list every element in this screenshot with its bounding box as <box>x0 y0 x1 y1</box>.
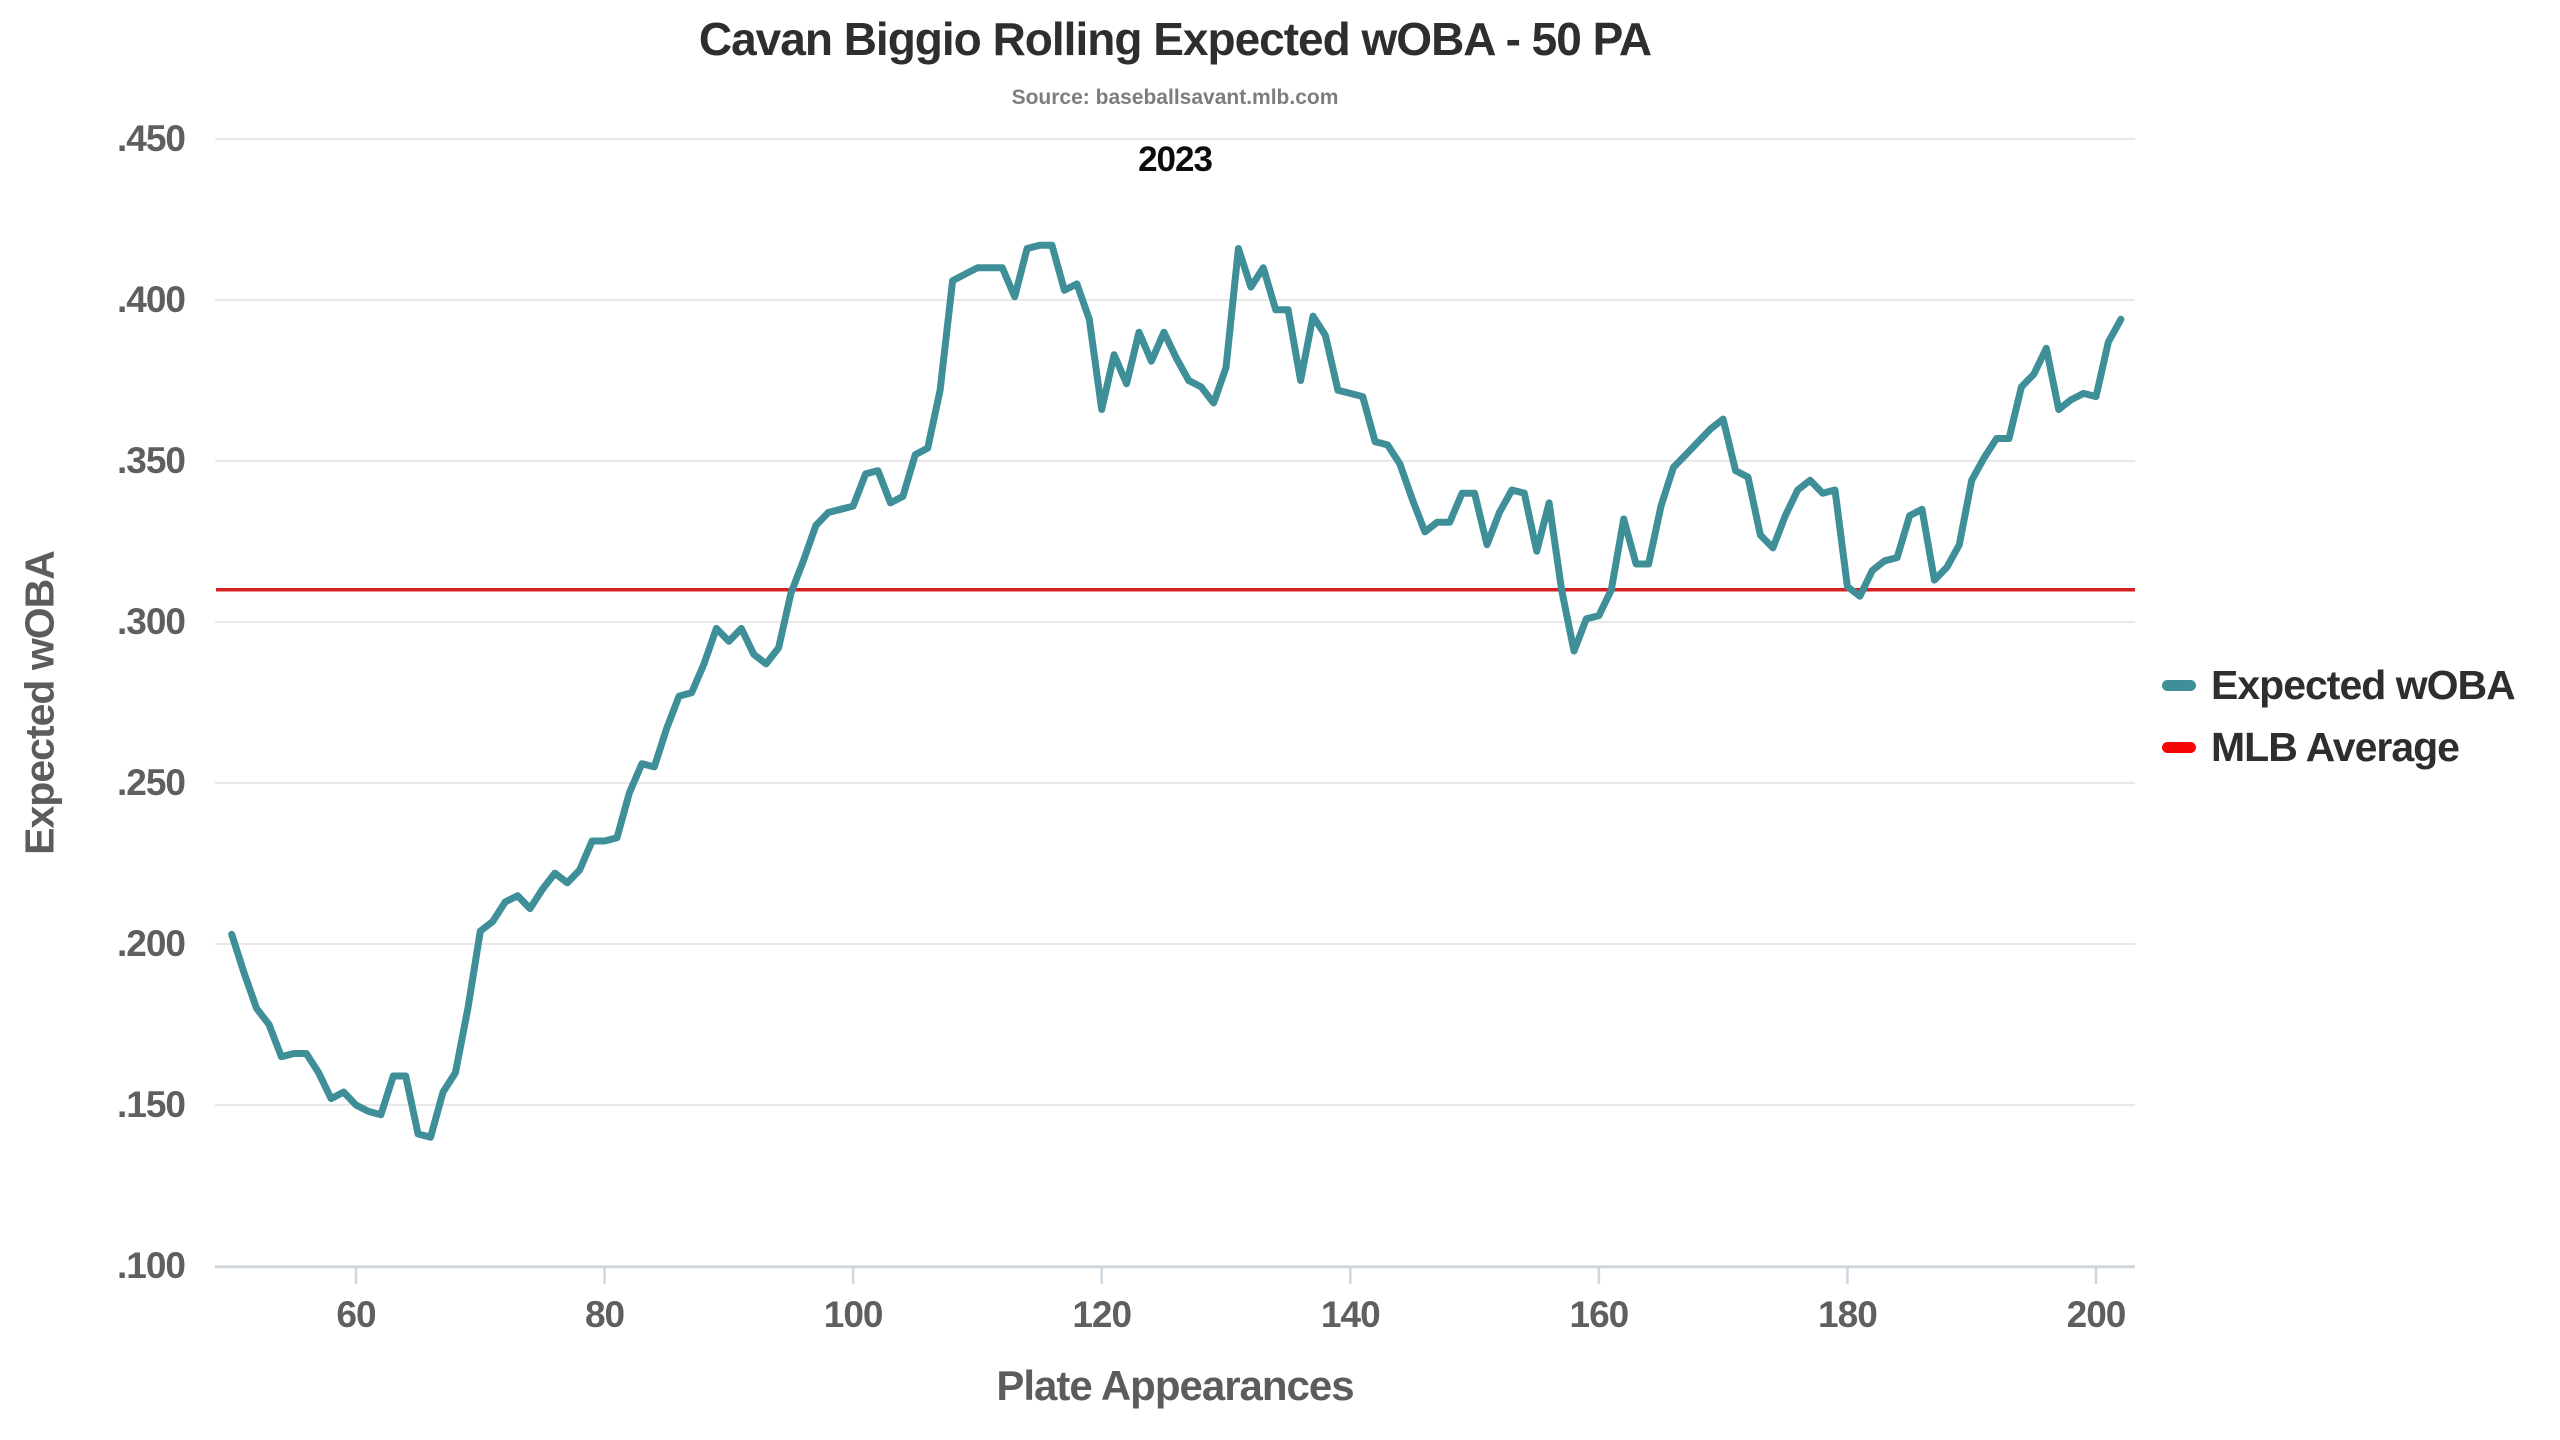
x-tick-label: 180 <box>1818 1294 1878 1335</box>
y-tick-label: .300 <box>116 601 186 642</box>
y-tick-label: .450 <box>116 118 186 159</box>
season-year-label: 2023 <box>1138 140 1213 179</box>
x-axis-title: Plate Appearances <box>996 1362 1354 1409</box>
legend-label: Expected wOBA <box>2211 661 2516 708</box>
x-tick-label: 80 <box>584 1294 625 1335</box>
legend-item-expected-woba: Expected wOBA <box>2162 661 2516 708</box>
x-tick-label: 200 <box>2066 1294 2127 1335</box>
chart-title: Cavan Biggio Rolling Expected wOBA - 50 … <box>698 13 1652 65</box>
x-tick-label: 140 <box>1320 1294 1381 1335</box>
y-tick-label: .350 <box>116 440 186 481</box>
x-tick-label: 160 <box>1569 1294 1629 1335</box>
y-tick-label: .400 <box>116 279 186 320</box>
x-tick-label: 100 <box>823 1294 884 1335</box>
y-tick-label: .100 <box>116 1245 186 1286</box>
y-tick-label: .200 <box>116 923 186 964</box>
y-tick-label: .250 <box>116 762 186 803</box>
expected-woba-swatch-icon <box>2162 679 2196 691</box>
legend-item-mlb-average: MLB Average <box>2162 724 2515 770</box>
chart-source-subtitle: Source: baseballsavant.mlb.com <box>1011 86 1339 109</box>
x-tick-label: 60 <box>336 1294 376 1335</box>
mlb-average-swatch-icon <box>2162 741 2196 753</box>
y-axis-title: Expected wOBA <box>16 551 63 855</box>
y-tick-label: .150 <box>116 1084 186 1125</box>
x-tick-label: 120 <box>1072 1294 1132 1335</box>
chart-legend: Expected wOBA MLB Average <box>2162 661 2516 770</box>
legend-label: MLB Average <box>2211 723 2460 770</box>
